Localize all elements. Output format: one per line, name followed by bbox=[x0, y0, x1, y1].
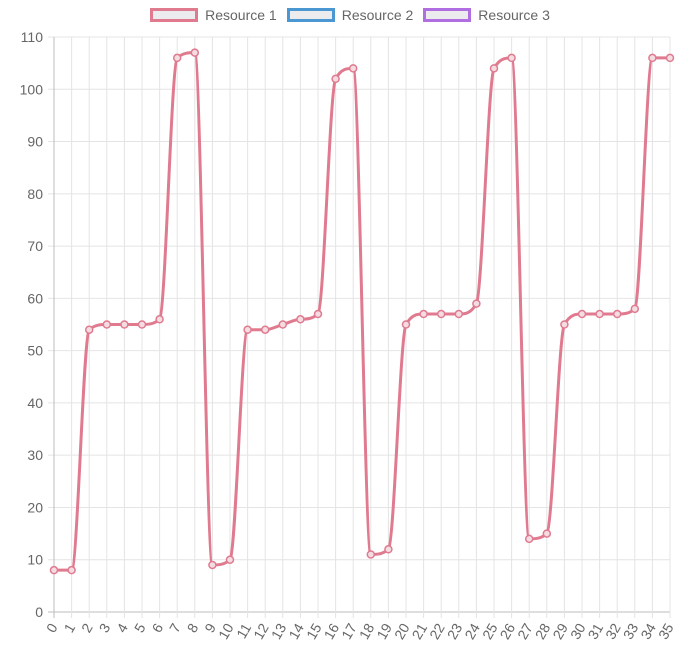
x-tick-label: 10 bbox=[215, 620, 237, 642]
legend-swatch-resource-1 bbox=[150, 8, 199, 22]
legend-item-resource-3[interactable]: Resource 3 bbox=[423, 7, 550, 23]
data-point[interactable] bbox=[595, 309, 604, 319]
x-tick-label: 5 bbox=[131, 620, 149, 635]
data-point[interactable] bbox=[296, 315, 305, 324]
y-tick-label: 70 bbox=[27, 238, 43, 254]
data-point[interactable] bbox=[419, 309, 428, 319]
x-tick-label: 30 bbox=[567, 620, 589, 642]
x-tick-label: 16 bbox=[321, 620, 343, 642]
data-point[interactable] bbox=[313, 309, 323, 319]
y-tick-label: 40 bbox=[27, 395, 43, 411]
data-point[interactable] bbox=[542, 529, 552, 538]
x-tick-label: 20 bbox=[391, 620, 413, 642]
x-tick-label: 13 bbox=[268, 620, 290, 642]
data-point[interactable] bbox=[102, 320, 112, 329]
data-point[interactable] bbox=[524, 534, 534, 544]
x-tick-label: 14 bbox=[285, 620, 307, 642]
y-tick-label: 20 bbox=[27, 499, 43, 515]
x-tick-label: 17 bbox=[338, 620, 360, 642]
data-point[interactable] bbox=[172, 53, 182, 63]
data-point[interactable] bbox=[648, 53, 657, 63]
legend-label-resource-2: Resource 2 bbox=[341, 7, 414, 23]
data-point[interactable] bbox=[331, 74, 340, 84]
data-point[interactable] bbox=[67, 565, 76, 575]
x-tick-label: 2 bbox=[78, 620, 96, 635]
y-tick-label: 80 bbox=[27, 186, 43, 202]
y-tick-label: 50 bbox=[27, 343, 43, 359]
data-point[interactable] bbox=[472, 299, 481, 308]
data-point[interactable] bbox=[243, 325, 252, 334]
x-tick-label: 31 bbox=[585, 620, 607, 642]
data-point[interactable] bbox=[454, 309, 464, 319]
y-tick-label: 30 bbox=[27, 447, 43, 463]
legend-swatch-resource-2 bbox=[286, 8, 335, 22]
legend-label-resource-1: Resource 1 bbox=[205, 7, 277, 23]
y-tick-label: 90 bbox=[27, 134, 43, 150]
y-tick-label: 100 bbox=[20, 81, 44, 97]
x-tick-label: 22 bbox=[426, 620, 448, 642]
data-point[interactable] bbox=[489, 64, 499, 73]
data-point[interactable] bbox=[137, 320, 147, 329]
data-point[interactable] bbox=[560, 320, 569, 329]
x-tick-label: 26 bbox=[497, 620, 519, 642]
legend-item-resource-1[interactable]: Resource 1 bbox=[150, 7, 277, 23]
data-point[interactable] bbox=[612, 309, 622, 319]
x-tick-label: 32 bbox=[602, 620, 624, 642]
data-point[interactable] bbox=[84, 325, 94, 334]
legend-label-resource-3: Resource 3 bbox=[478, 7, 550, 23]
x-tick-label: 18 bbox=[356, 620, 378, 642]
data-point[interactable] bbox=[120, 320, 129, 329]
x-tick-label: 0 bbox=[43, 620, 61, 635]
x-tick-label: 28 bbox=[532, 620, 554, 642]
x-tick-label: 15 bbox=[303, 620, 325, 642]
data-point[interactable] bbox=[577, 309, 587, 319]
data-point[interactable] bbox=[436, 309, 446, 319]
data-point[interactable] bbox=[49, 565, 59, 575]
x-tick-label: 29 bbox=[549, 620, 571, 642]
x-tick-label: 1 bbox=[60, 620, 78, 635]
x-tick-label: 34 bbox=[637, 620, 659, 642]
x-tick-label: 11 bbox=[233, 620, 254, 641]
x-tick-label: 33 bbox=[620, 620, 642, 642]
data-point[interactable] bbox=[384, 545, 393, 554]
y-tick-label: 60 bbox=[27, 290, 43, 306]
data-point[interactable] bbox=[278, 320, 288, 329]
series-line-1 bbox=[52, 51, 672, 572]
grid bbox=[48, 36, 671, 618]
x-tick-label: 4 bbox=[113, 620, 131, 635]
x-tick-label: 21 bbox=[409, 620, 431, 642]
data-point[interactable] bbox=[208, 560, 217, 570]
data-point[interactable] bbox=[665, 53, 675, 63]
data-point[interactable] bbox=[366, 550, 376, 559]
legend-item-resource-2[interactable]: Resource 2 bbox=[286, 7, 414, 23]
y-tick-label: 110 bbox=[21, 29, 44, 45]
x-tick-label: 23 bbox=[444, 620, 466, 642]
x-tick-label: 35 bbox=[655, 620, 677, 642]
data-point[interactable] bbox=[630, 304, 640, 314]
data-point[interactable] bbox=[260, 325, 270, 334]
y-tick-label: 0 bbox=[35, 604, 43, 620]
x-tick-label: 3 bbox=[96, 620, 114, 635]
data-point[interactable] bbox=[401, 320, 411, 329]
chart-legend: Resource 1 Resource 2 Resource 3 bbox=[0, 7, 700, 23]
data-point[interactable] bbox=[155, 315, 164, 324]
data-point[interactable] bbox=[190, 48, 200, 57]
x-tick-label: 19 bbox=[373, 620, 395, 642]
legend-swatch-resource-3 bbox=[423, 8, 472, 22]
data-point[interactable] bbox=[348, 64, 358, 73]
data-point[interactable] bbox=[225, 555, 235, 564]
x-tick-label: 8 bbox=[184, 620, 202, 635]
x-tick-label: 27 bbox=[514, 620, 536, 642]
data-point[interactable] bbox=[507, 53, 516, 63]
series bbox=[49, 48, 675, 575]
x-tick-label: 7 bbox=[166, 620, 184, 635]
x-tick-label: 24 bbox=[461, 620, 483, 642]
x-tick-label: 25 bbox=[479, 620, 501, 642]
x-tick-label: 12 bbox=[250, 620, 272, 642]
y-tick-label: 10 bbox=[27, 552, 43, 568]
x-tick-label: 6 bbox=[148, 620, 166, 635]
